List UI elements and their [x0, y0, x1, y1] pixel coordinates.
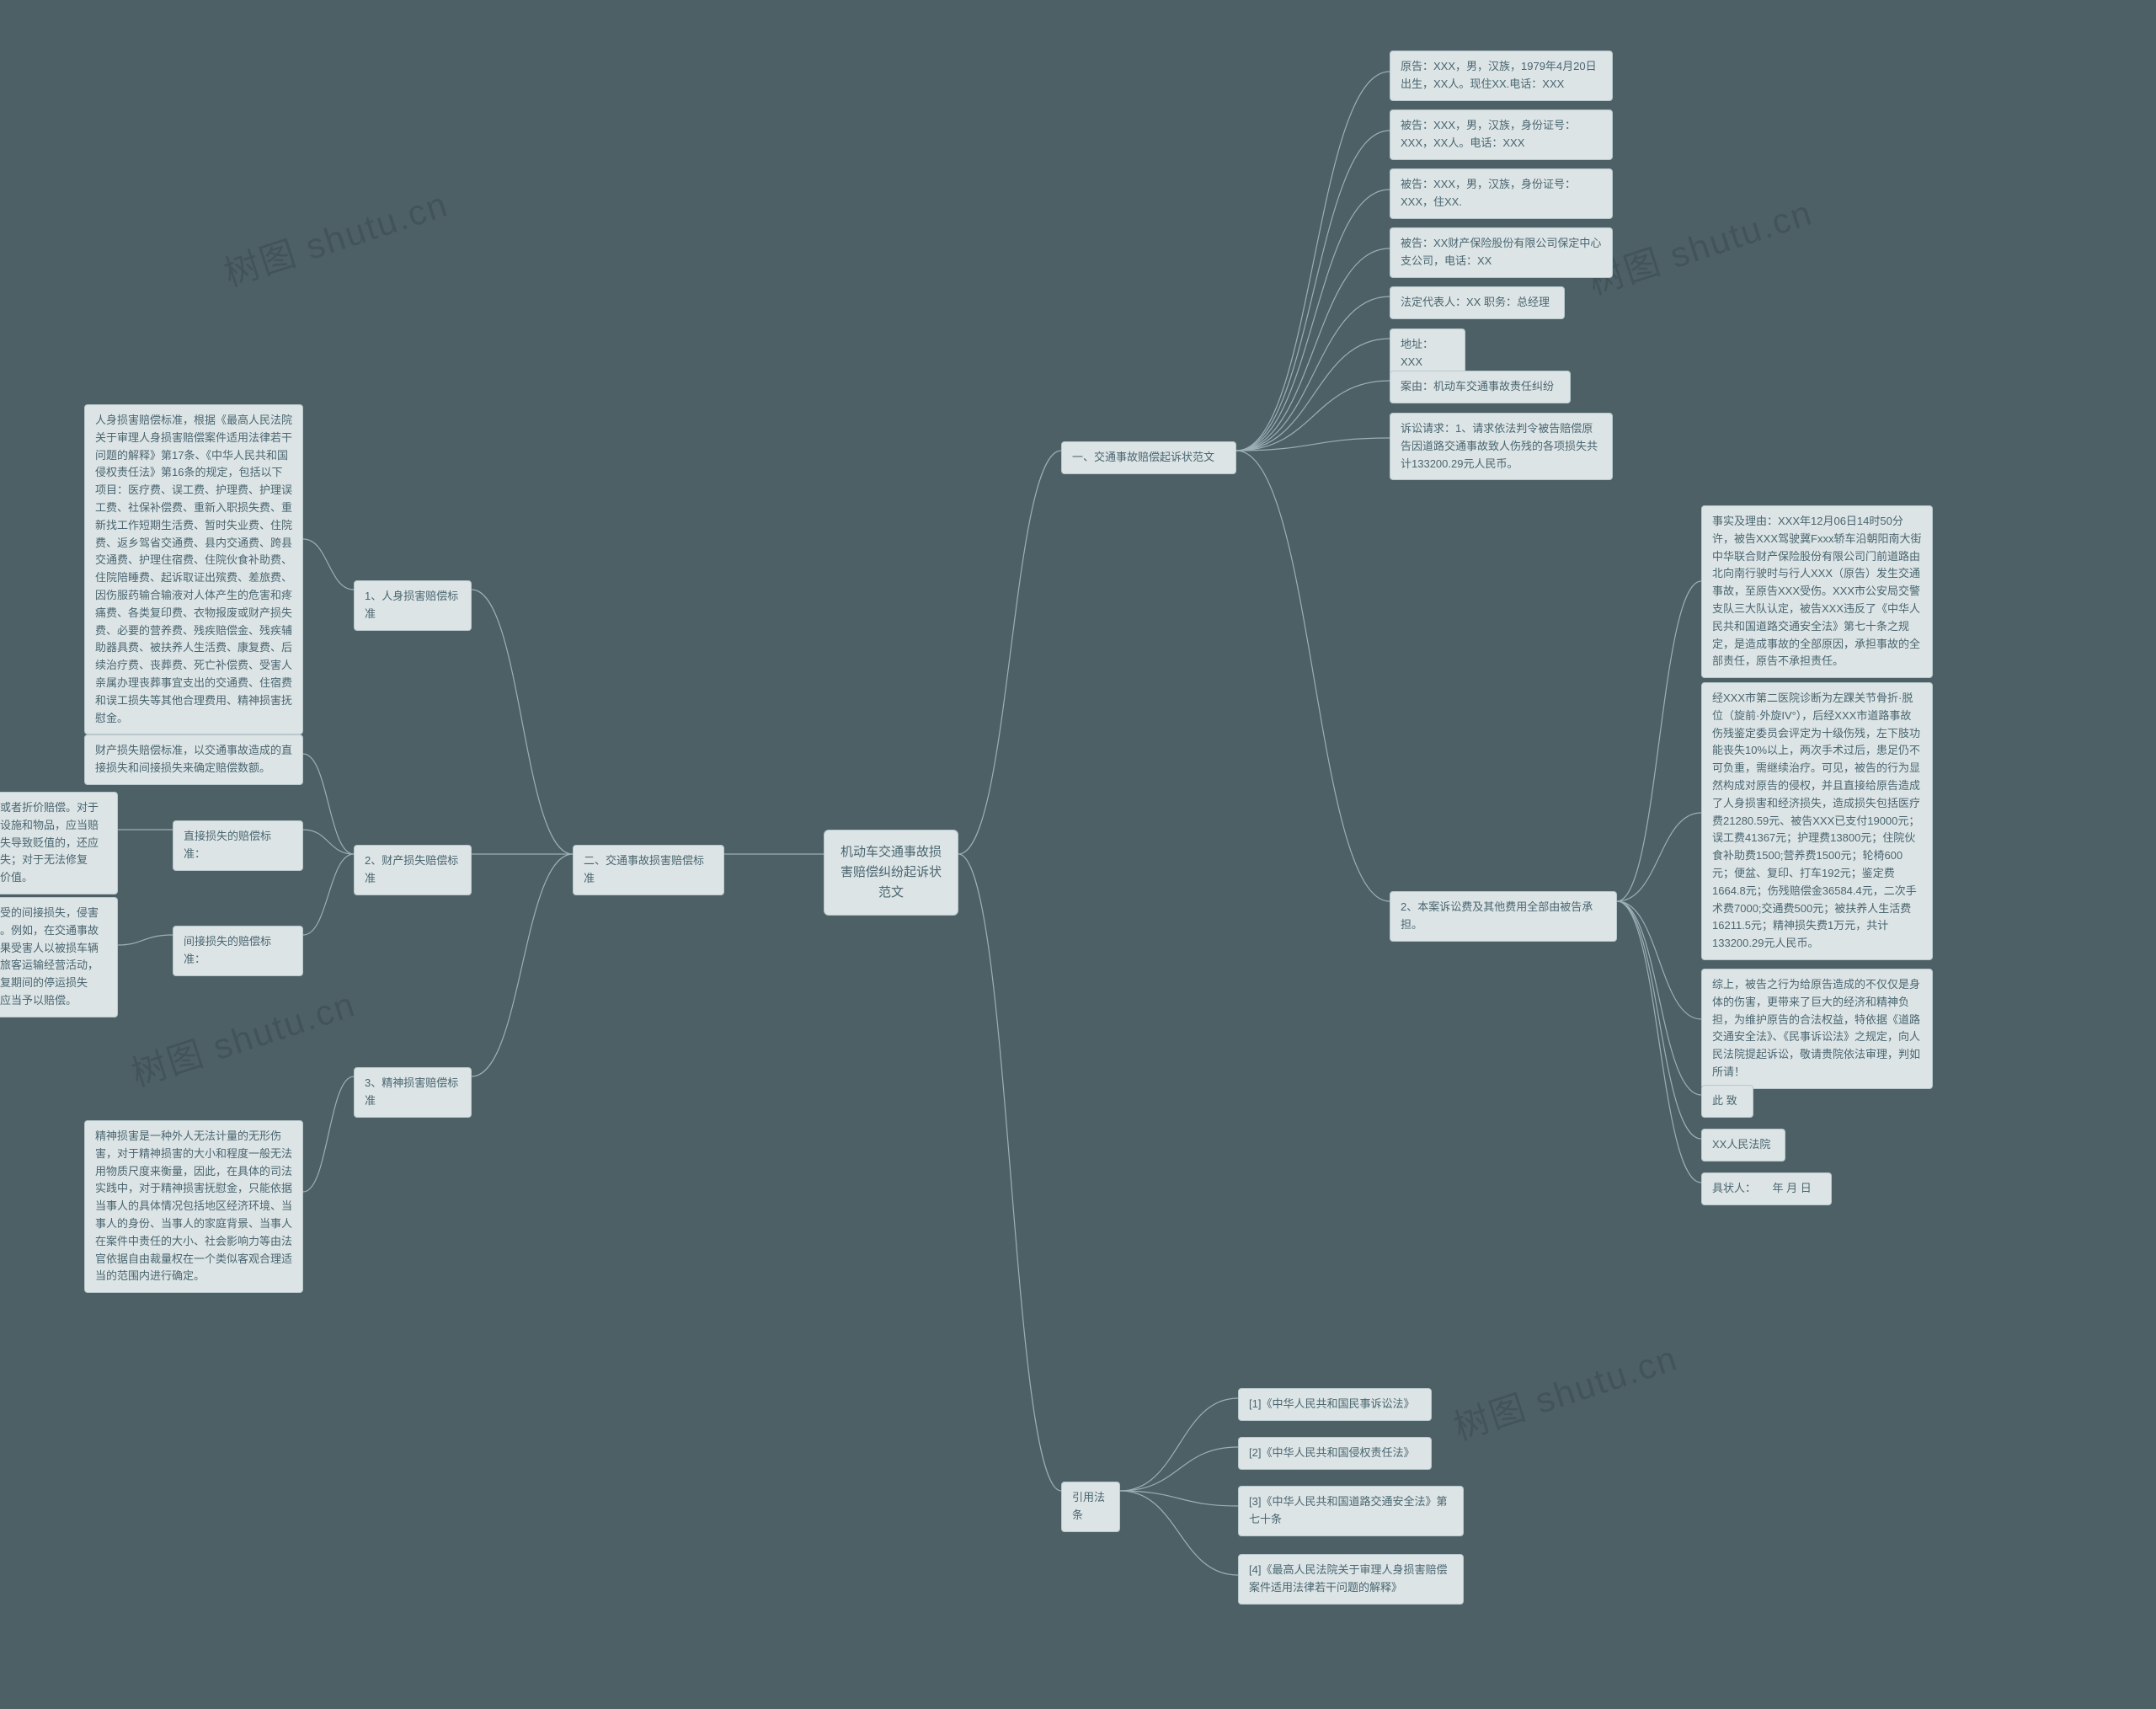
s1-i9-c4: 此 致	[1701, 1085, 1753, 1118]
s1-i9-c2: 经XXX市第二医院诊断为左踝关节骨折·脱位（旋前·外旋IV°），后经XXX市道路…	[1701, 682, 1933, 960]
s1-i9-c3: 综上，被告之行为给原告造成的不仅仅是身体的伤害，更带来了巨大的经济和精神负担，为…	[1701, 969, 1933, 1089]
s1-i5: 法定代表人：XX 职务：总经理	[1390, 286, 1565, 319]
s2-i2-sub1-detail: 原则上应当恢复原状或者折价赔偿。对于局部可修复的车辆、设施和物品，应当赔偿维修费…	[0, 792, 118, 895]
root-node: 机动车交通事故损害赔偿纠纷起诉状范文	[824, 830, 958, 916]
s1-i9-title: 2、本案诉讼费及其他费用全部由被告承担。	[1390, 891, 1617, 942]
s1-i3: 被告：XXX，男，汉族，身份证号：XXX，住XX.	[1390, 168, 1613, 219]
s3-i2: [2]《中华人民共和国侵权责任法》	[1238, 1437, 1432, 1470]
s1-i7: 案由：机动车交通事故责任纠纷	[1390, 371, 1571, 403]
s2-i2-detail: 财产损失赔偿标准，以交通事故造成的直接损失和间接损失来确定赔偿数额。	[84, 734, 303, 785]
s2-i3-detail: 精神损害是一种外人无法计量的无形伤害，对于精神损害的大小和程度一般无法用物质尺度…	[84, 1120, 303, 1293]
s3-i4: [4]《最高人民法院关于审理人身损害赔偿案件适用法律若干问题的解释》	[1238, 1554, 1464, 1605]
s1-i9-c6: 具状人： 年 月 日	[1701, 1172, 1832, 1205]
watermark: 树图 shutu.cn	[216, 176, 454, 296]
section3-title: 引用法条	[1061, 1482, 1120, 1532]
section1-title: 一、交通事故赔偿起诉状范文	[1061, 441, 1236, 474]
s2-i2-sub1-title: 直接损失的赔偿标准：	[173, 820, 303, 871]
s1-i9-c5: XX人民法院	[1701, 1129, 1785, 1162]
watermark: 树图 shutu.cn	[1581, 184, 1818, 305]
s2-i1-detail: 人身损害赔偿标准，根据《最高人民法院关于审理人身损害赔偿案件适用法律若干问题的解…	[84, 404, 303, 734]
s2-i2-sub2-title: 间接损失的赔偿标准：	[173, 926, 303, 976]
s3-i3: [3]《中华人民共和国道路交通安全法》第七十条	[1238, 1486, 1464, 1536]
s1-i8: 诉讼请求：1、请求依法判令被告赔偿原告因道路交通事故致人伤残的各项损失共计133…	[1390, 413, 1613, 480]
s1-i2: 被告：XXX，男，汉族，身份证号：XXX，XX人。电话：XXX	[1390, 109, 1613, 160]
s2-i2-title: 2、财产损失赔偿标准	[354, 845, 472, 895]
s2-i2-sub2-detail: 受害人因交通事故遭受的间接损失，侵害人并应当给赔偿损失。例如，在交通事故损害赔偿…	[0, 897, 118, 1017]
section2-title: 二、交通事故损害赔偿标准	[573, 845, 724, 895]
s1-i1: 原告：XXX，男，汉族，1979年4月20日出生，XX人。现住XX.电话：XXX	[1390, 51, 1613, 101]
watermark: 树图 shutu.cn	[124, 976, 361, 1097]
watermark: 树图 shutu.cn	[1446, 1330, 1684, 1450]
s1-i4: 被告：XX财产保险股份有限公司保定中心支公司，电话：XX	[1390, 227, 1613, 278]
s1-i9-c1: 事实及理由：XXX年12月06日14时50分许，被告XXX驾驶冀Fxxx轿车沿朝…	[1701, 505, 1933, 678]
s2-i3-title: 3、精神损害赔偿标准	[354, 1067, 472, 1118]
s3-i1: [1]《中华人民共和国民事诉讼法》	[1238, 1388, 1432, 1421]
s2-i1-title: 1、人身损害赔偿标准	[354, 580, 472, 631]
